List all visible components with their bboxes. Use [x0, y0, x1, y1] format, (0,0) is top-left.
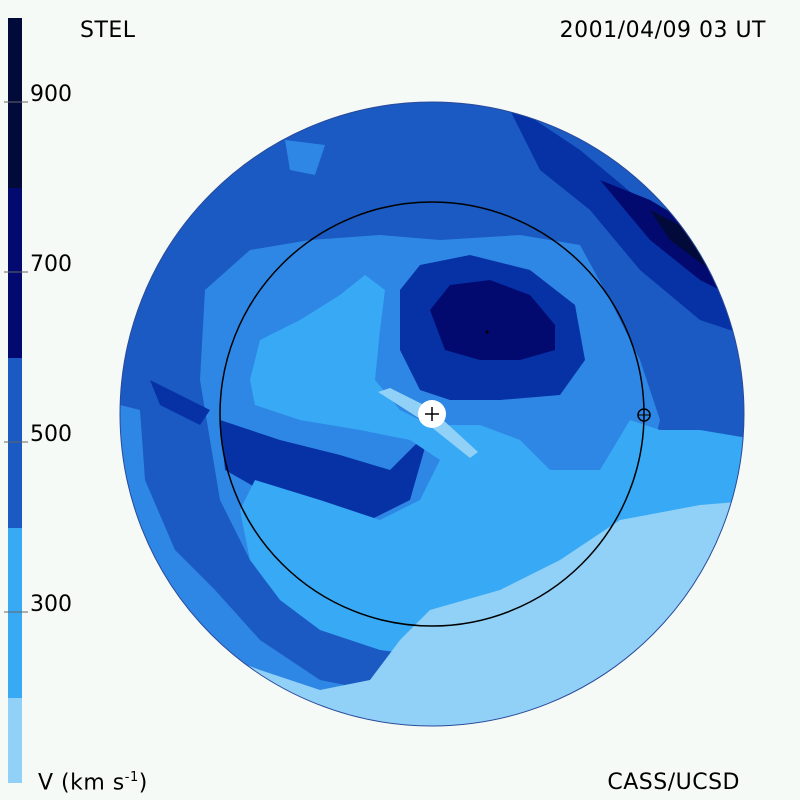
unit-label-close: ) — [138, 770, 148, 796]
sun-marker — [418, 400, 446, 428]
colorbar-label-500: 500 — [30, 422, 72, 447]
colorbar-band-200 — [8, 698, 22, 783]
disk-outline — [119, 101, 745, 727]
region-700-core — [430, 280, 555, 360]
colorbar-label-700: 700 — [30, 252, 72, 277]
timestamp-label: 2001/04/09 03 UT — [559, 18, 766, 43]
core-dot — [485, 330, 489, 334]
earth-marker — [637, 408, 651, 422]
credit-label: CASS/UCSD — [607, 770, 740, 795]
colorbar-label-300: 300 — [30, 592, 72, 617]
colorbar-band-top — [8, 18, 22, 188]
colorbar-band-400 — [8, 528, 22, 698]
colorbar-label-900: 900 — [30, 82, 72, 107]
region-600-left — [150, 380, 210, 425]
region-400-topleft — [285, 140, 325, 175]
colorbar — [4, 18, 28, 783]
instrument-label: STEL — [80, 18, 136, 43]
unit-label: V (km s-1) — [38, 770, 148, 795]
region-600-north-east — [505, 102, 744, 340]
unit-label-text: V (km s — [38, 770, 125, 796]
unit-exponent: -1 — [124, 770, 139, 785]
colorbar-band-600 — [8, 358, 22, 528]
colorbar-band-700 — [8, 188, 22, 358]
region-400-lower — [120, 400, 744, 726]
